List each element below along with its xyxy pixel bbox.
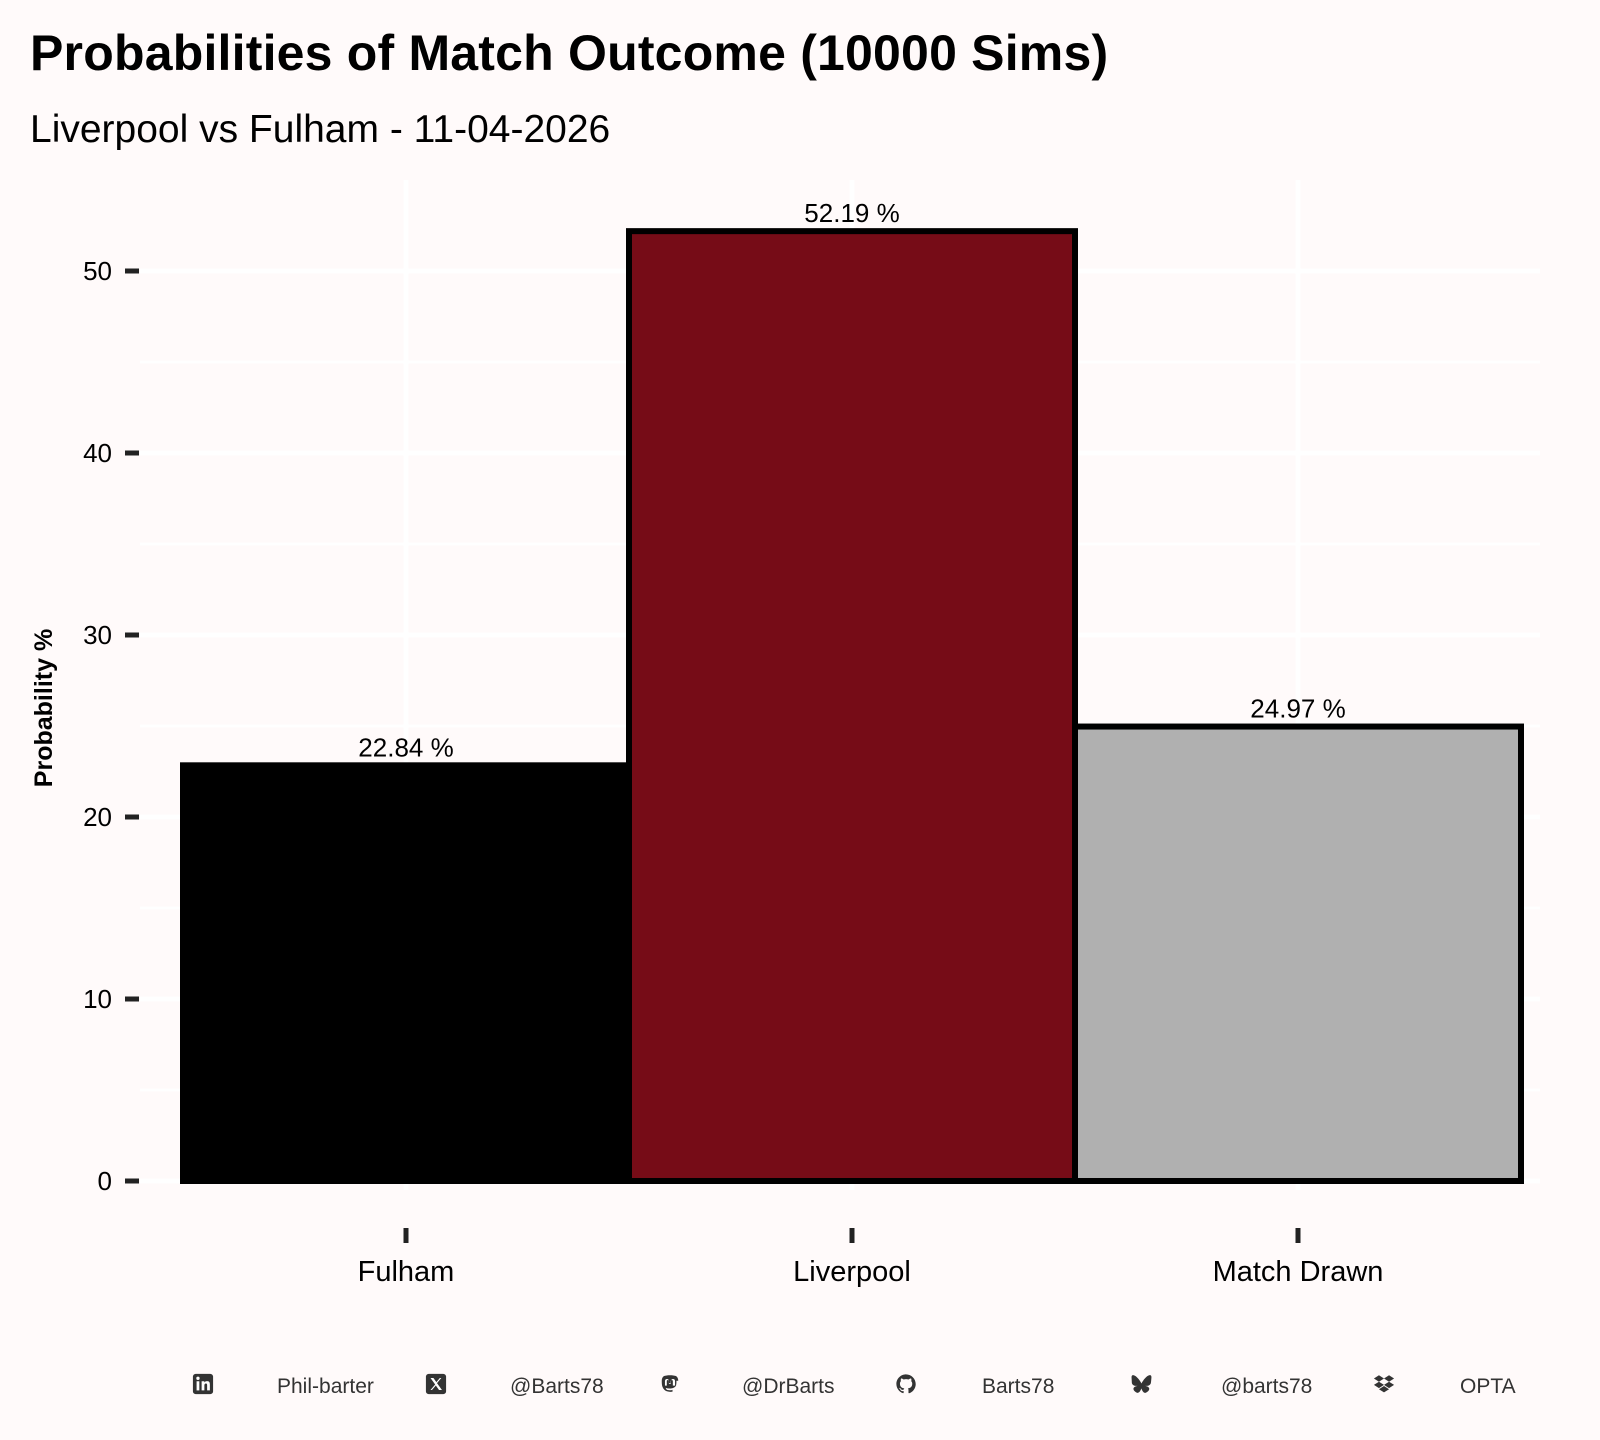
caption-text: @barts78 [1221,1375,1313,1398]
y-tick-label: 20 [83,802,112,832]
bars [180,228,1524,1185]
y-tick-label: 10 [83,984,112,1014]
bluesky-icon [1130,1373,1156,1399]
caption-bar: Phil-barter @Barts78 @DrBarts Barts78 @barts… [0,1373,1600,1415]
x-axis: Fulham Liverpool Match Drawn [358,1228,1384,1288]
y-axis-label: Probability % [30,629,58,787]
data-label: 24.97 % [1250,694,1345,724]
caption-text: OPTA [1460,1375,1516,1398]
caption-text: Barts78 [982,1375,1055,1398]
mastodon-icon [659,1373,685,1399]
linkedin-icon [192,1373,218,1399]
github-icon [895,1373,921,1399]
bar-match-drawn [1072,723,1524,1185]
data-label: 22.84 % [358,732,453,762]
bar-chart: 0 10 20 30 40 50 Fulham Liverpool Match Drawn 2… [30,198,1524,1288]
y-tick-label: 30 [83,620,112,650]
x-tick-label: Fulham [358,1256,455,1288]
x-tick-label: Liverpool [793,1256,911,1288]
caption-text: @Barts78 [510,1375,604,1398]
data-labels: 22.84 % 52.19 % 24.97 % [358,198,1345,762]
chart-title: Probabilities of Match Outcome (10000 Si… [30,25,1109,81]
y-tick-label: 40 [83,438,112,468]
chart-subtitle: Liverpool vs Fulham - 11-04-2026 [30,108,611,151]
data-label: 52.19 % [804,198,899,228]
caption-text: Phil-barter [277,1375,374,1398]
x-twitter-icon [425,1373,451,1399]
y-tick-label: 0 [98,1166,112,1196]
caption-text: @DrBarts [742,1375,835,1398]
y-tick-label: 50 [83,256,112,286]
y-axis: 0 10 20 30 40 50 [83,256,139,1196]
dropbox-icon [1372,1373,1398,1399]
x-tick-label: Match Drawn [1213,1256,1384,1288]
bar-fulham [180,762,632,1184]
bar-liverpool [626,228,1078,1184]
